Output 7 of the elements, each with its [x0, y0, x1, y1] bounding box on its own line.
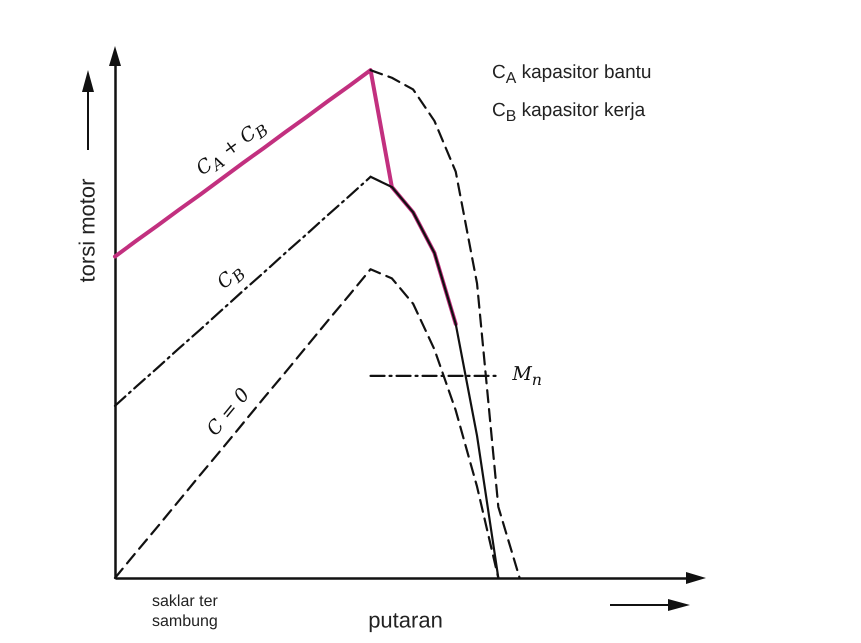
text: saklar ter sambung — [152, 592, 219, 632]
annotation: C$_{A}$ kapasitor bantu — [492, 62, 652, 88]
series-label: M$_{n}$ — [512, 362, 542, 389]
text: C = 0 — [202, 384, 255, 440]
x-axis-title: putaran — [368, 608, 443, 632]
y-axis-title: torsi motor — [74, 178, 100, 282]
annotation: C$_{B}$ kapasitor kerja — [492, 100, 646, 126]
